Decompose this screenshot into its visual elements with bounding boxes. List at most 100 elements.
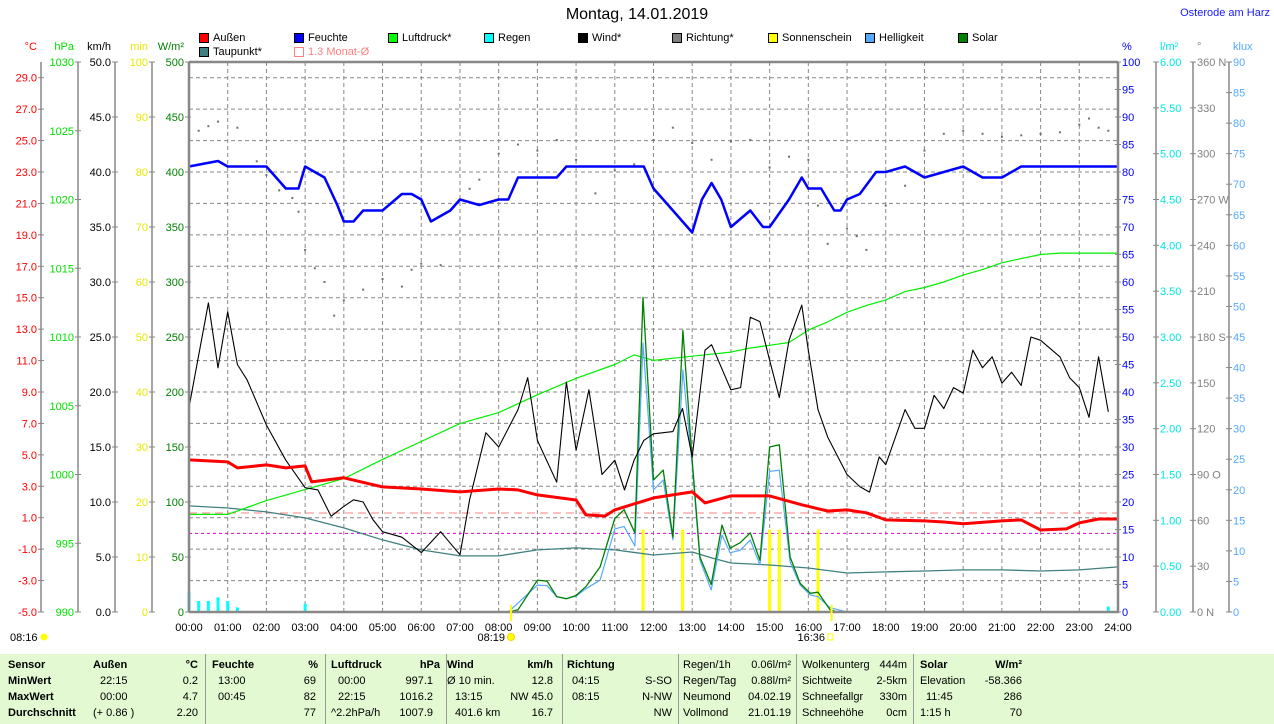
hum-tick-label: 20 [1122, 497, 1134, 509]
rain-tick-label: 0.00 [1160, 607, 1181, 619]
hum-tick-label: 10 [1122, 552, 1134, 564]
wind-value: 16.7 [531, 707, 553, 719]
direction-point [255, 160, 258, 163]
direction-point [1087, 117, 1090, 120]
direction-point [817, 204, 820, 207]
lux-tick-label: 65 [1233, 210, 1245, 222]
header-wind-unit: km/h [527, 659, 553, 671]
lux-tick-label: 15 [1233, 515, 1245, 527]
rain-axis-unit: l/m² [1160, 41, 1179, 53]
hum-tick-label: 85 [1122, 140, 1134, 152]
luftdruck-time: 00:00 [338, 675, 366, 687]
legend-item: Helligkeit [865, 32, 924, 44]
hum-tick-label: 75 [1122, 195, 1134, 207]
misc-label: Neumond [683, 691, 731, 703]
wind-time: Ø 10 min. [447, 675, 495, 687]
direction-point [468, 187, 471, 190]
solar-tick-label: 50 [172, 552, 184, 564]
solar-tick-label: 500 [166, 57, 184, 69]
x-tick-label: 08:00 [485, 622, 513, 634]
lux-tick-label: 85 [1233, 88, 1245, 100]
header-luftdruck: Luftdruck [331, 659, 382, 671]
direction-point [768, 166, 771, 169]
lux-tick-label: 55 [1233, 271, 1245, 283]
lux-tick-label: 70 [1233, 179, 1245, 191]
hum-tick-label: 50 [1122, 332, 1134, 344]
divider [678, 654, 679, 724]
x-tick-label: 15:00 [756, 622, 784, 634]
solar-value: 70 [1009, 707, 1022, 719]
direction-point [478, 178, 481, 181]
x-tick-label: 10:00 [562, 622, 590, 634]
temp-tick-label: -5.0 [18, 607, 37, 619]
row-label: MaxWert [8, 691, 54, 703]
sunmin-axis-unit: min [130, 41, 148, 53]
direction-point [439, 264, 442, 267]
sonnenschein-bar [681, 529, 685, 612]
lux-tick-label: 75 [1233, 149, 1245, 161]
direction-point [291, 196, 294, 199]
sun-markers: 08:16 08:19 16:36 [10, 605, 834, 644]
dir-tick-label: 150 [1197, 378, 1215, 390]
lux-tick-label: 80 [1233, 118, 1245, 130]
x-tick-label: 16:00 [795, 622, 823, 634]
legend-label: 1.3 Monat-Ø [308, 46, 370, 58]
x-tick-label: 01:00 [214, 622, 242, 634]
legend-swatch [388, 33, 398, 43]
direction-point [1000, 135, 1003, 138]
legend-item: Richtung* [672, 32, 734, 44]
rain-tick-label: 3.50 [1160, 286, 1181, 298]
direction-point [942, 132, 945, 135]
x-tick-label: 05:00 [369, 622, 397, 634]
luftdruck-value: 1007.9 [399, 707, 433, 719]
lux-tick-label: 5 [1233, 576, 1239, 588]
press-tick-label: 1005 [50, 401, 74, 413]
legend-label: Richtung* [686, 32, 734, 44]
sonnenschein-bar [777, 529, 781, 612]
wind-axis-unit: km/h [87, 41, 111, 53]
direction-point [1058, 131, 1061, 134]
luftdruck-time: ^2.2hPa/h [331, 707, 381, 719]
x-tick-label: 12:00 [640, 622, 668, 634]
legend-label: Wind* [592, 32, 622, 44]
lux-tick-label: 35 [1233, 393, 1245, 405]
hum-tick-label: 0 [1122, 607, 1128, 619]
direction-point [323, 281, 326, 283]
richtung-time: 04:15 [572, 675, 600, 687]
lux-tick-label: 45 [1233, 332, 1245, 344]
legend-swatch [672, 33, 682, 43]
richtung-value: NW [653, 707, 672, 719]
legend-swatch [578, 33, 588, 43]
series-line-wind [188, 302, 1109, 556]
direction-point [555, 138, 558, 141]
plot-frame [187, 60, 1120, 614]
row-label: Durchschnitt [8, 707, 76, 719]
temp-tick-label: -1.0 [18, 544, 37, 556]
dir-tick-label: 300 [1197, 149, 1215, 161]
x-tick-label: 20:00 [949, 622, 977, 634]
series-line-feuchte [188, 159, 1118, 234]
divider [446, 654, 447, 724]
direction-point [981, 132, 984, 135]
lux-tick-label: 90 [1233, 57, 1245, 69]
direction-point [691, 141, 694, 144]
series-line-luftdruck [189, 252, 1118, 515]
wind-time: 401.6 km [455, 707, 501, 719]
feuchte-value: 77 [303, 707, 316, 719]
dir-tick-label: 180 S [1197, 332, 1226, 344]
wind-tick-label: 0.0 [96, 607, 111, 619]
direction-point [671, 126, 674, 129]
legend-label: Feuchte [308, 32, 348, 44]
cloud-value: 330m [879, 691, 907, 703]
direction-point [652, 138, 655, 141]
aussen-value: 2.20 [176, 707, 198, 719]
sonnenschein-bar [816, 529, 820, 612]
legend-label: Solar [972, 32, 998, 44]
legend-item: Taupunkt* [199, 46, 262, 58]
wind-tick-label: 5.0 [96, 552, 111, 564]
direction-point [517, 143, 520, 146]
direction-point [362, 288, 365, 291]
location-link[interactable]: Osterode am Harz [1180, 7, 1270, 19]
legend-label: Helligkeit [879, 32, 924, 44]
legend-item: 1.3 Monat-Ø [294, 46, 369, 58]
